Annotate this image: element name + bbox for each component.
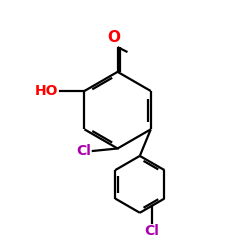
Text: Cl: Cl [145, 224, 160, 238]
Text: HO: HO [35, 84, 58, 98]
Text: O: O [107, 30, 120, 45]
Text: Cl: Cl [77, 144, 92, 158]
